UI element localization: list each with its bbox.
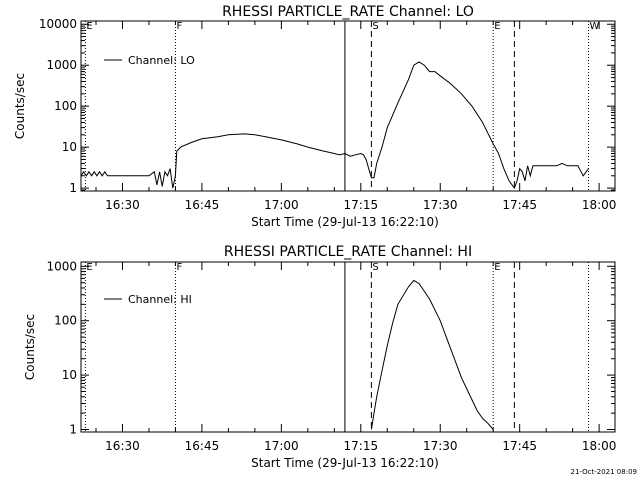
panel-lo: RHESSI PARTICLE_RATE Channel: LO E F S E W 1… xyxy=(13,4,616,229)
panel-hi-x-tick-label: 17:30 xyxy=(423,439,458,453)
panel-hi-marker-label: E xyxy=(494,262,500,273)
panel-lo-y-tick-label: 10000 xyxy=(39,17,77,31)
panel-lo-y-tick-label: 100 xyxy=(54,99,77,113)
panel-hi-x-tick-label: 17:15 xyxy=(344,439,379,453)
panel-lo-y-tick-label: 10 xyxy=(62,140,77,154)
panel-lo-x-tick-label: 16:30 xyxy=(105,198,140,212)
panel-lo-x-axis-label: Start Time (29-Jul-13 16:22:10) xyxy=(251,215,439,229)
panel-hi-x-axis-label: Start Time (29-Jul-13 16:22:10) xyxy=(251,456,439,470)
panel-lo-x-tick-label: 17:00 xyxy=(264,198,299,212)
panel-hi-y-tick-label: 100 xyxy=(54,314,77,328)
panel-lo-legend-label: Channel: LO xyxy=(128,54,195,67)
panel-hi-y-tick-label: 1000 xyxy=(46,259,77,273)
panel-hi-legend-label: Channel: HI xyxy=(128,293,192,306)
panel-lo-marker-label: E xyxy=(494,21,500,32)
generation-timestamp: 21-Oct-2021 08:09 xyxy=(571,468,637,476)
panel-hi-series-line xyxy=(370,279,494,430)
panel-lo-title: RHESSI PARTICLE_RATE Channel: LO xyxy=(222,4,474,20)
panel-hi-legend: Channel: HI xyxy=(104,293,192,306)
panel-lo-marker-label: W xyxy=(590,21,600,32)
panel-lo-x-tick-label: 16:45 xyxy=(185,198,220,212)
panel-lo-x-tick-label: 18:00 xyxy=(582,198,617,212)
panel-lo-y-tick-label: 1000 xyxy=(46,58,77,72)
panel-hi-marker-label: E xyxy=(86,262,92,273)
panel-lo-marker-label: F xyxy=(176,21,182,32)
panel-hi-x-tick-label: 17:45 xyxy=(502,439,537,453)
panel-lo-x-tick-label: 17:15 xyxy=(344,198,379,212)
panel-hi-y-tick-label: 10 xyxy=(62,368,77,382)
panel-lo-marker-label: E xyxy=(86,21,92,32)
panel-lo-x-tick-label: 17:45 xyxy=(502,198,537,212)
panel-hi-y-tick-label: 1 xyxy=(69,423,77,437)
panel-hi-x-tick-label: 17:00 xyxy=(264,439,299,453)
panel-lo-y-axis-label: Counts/sec xyxy=(13,73,27,139)
panel-hi-x-tick-label: 16:30 xyxy=(105,439,140,453)
panel-hi: RHESSI PARTICLE_RATE Channel: HI E F S E 16… xyxy=(23,244,616,470)
panel-hi-y-axis-label: Counts/sec xyxy=(23,314,37,380)
panel-lo-y-ticks: 1 10 100 1000 10000 xyxy=(39,17,615,195)
panel-hi-plot-frame xyxy=(80,261,616,433)
panel-lo-legend: Channel: LO xyxy=(104,54,195,67)
panel-lo-x-ticks: 16:30 16:45 17:00 17:15 17:30 17:45 18:00 xyxy=(95,21,617,212)
panel-hi-marker-label: F xyxy=(176,262,182,273)
panel-lo-series-line xyxy=(80,61,589,190)
panel-hi-x-tick-label: 16:45 xyxy=(185,439,220,453)
panel-lo-x-tick-label: 17:30 xyxy=(423,198,458,212)
panel-hi-title: RHESSI PARTICLE_RATE Channel: HI xyxy=(224,244,472,260)
panel-lo-y-tick-label: 1 xyxy=(69,181,77,195)
panel-hi-x-ticks: 16:30 16:45 17:00 17:15 17:30 17:45 18:00 xyxy=(95,262,617,453)
panel-hi-marker-label: S xyxy=(372,262,378,273)
panel-lo-marker-label: S xyxy=(372,21,378,32)
panel-hi-y-ticks: 1 10 100 1000 xyxy=(46,259,615,437)
panel-hi-x-tick-label: 18:00 xyxy=(582,439,617,453)
